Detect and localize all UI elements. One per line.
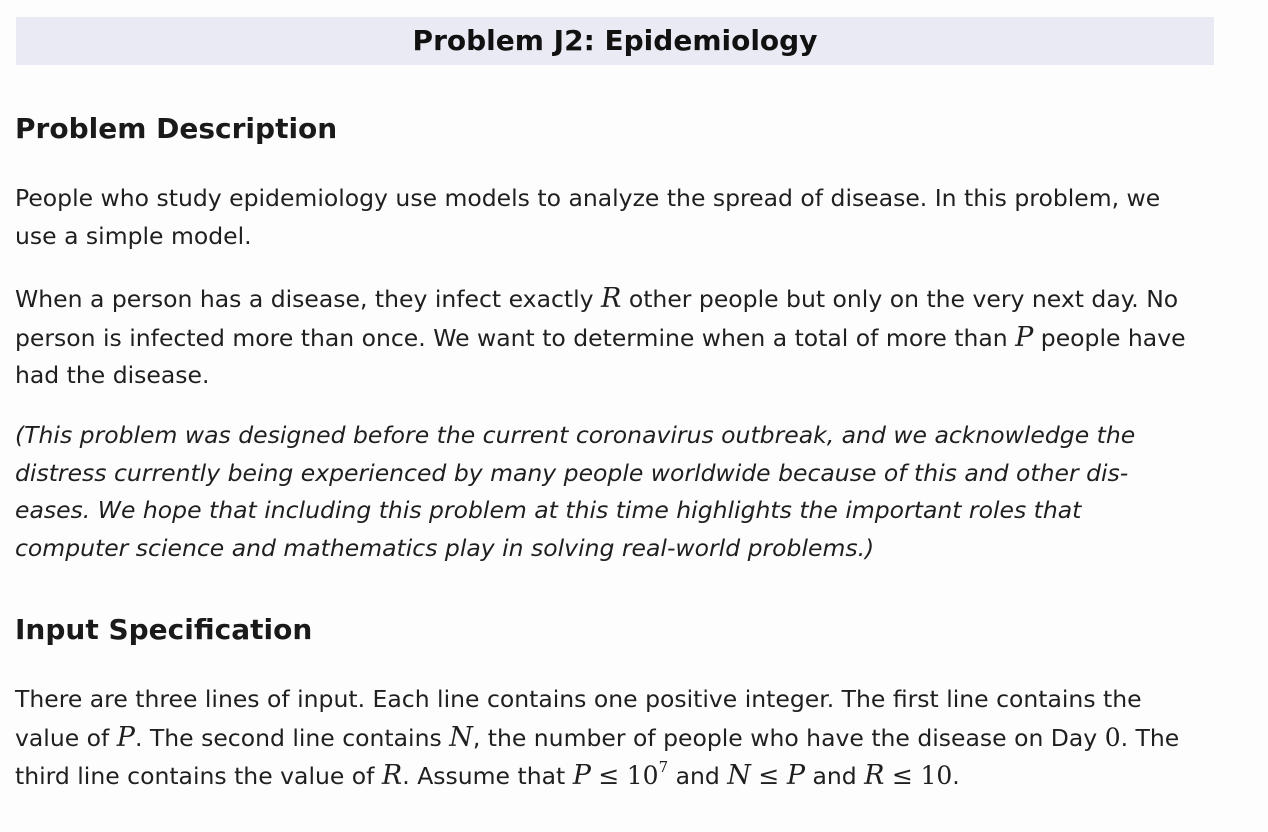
variable-r: R <box>601 283 622 314</box>
constraint-p-base: 10 <box>626 761 659 790</box>
variable-p: P <box>1015 321 1034 353</box>
constraint-p-exponent: 7 <box>658 758 669 776</box>
note-line-3: eases. We hope that including this probl… <box>15 496 1082 524</box>
text-segment: and <box>668 762 728 790</box>
description-paragraph-note: (This problem was designed before the cu… <box>15 417 1230 567</box>
variable-p: P <box>116 721 135 753</box>
text-segment: and <box>805 762 865 790</box>
input-paragraph: There are three lines of input. Each lin… <box>15 681 1195 796</box>
text-segment: . The third line contains the value of <box>15 723 1180 791</box>
number-zero: 0 <box>1104 722 1121 752</box>
note-line-4: computer science and mathematics play in… <box>15 533 875 562</box>
text-segment: When a person has a disease, they infect… <box>15 285 602 313</box>
constraint-r-lhs: R <box>864 760 885 791</box>
constraint-n-lhs: N <box>727 760 751 791</box>
text-segment: other people but only on the very next d… <box>15 285 1179 352</box>
text-segment: people have had the disease. <box>15 323 1186 390</box>
page-title: Problem J2: Epidemiology <box>16 17 1214 65</box>
input-specification-heading: Input Specification <box>15 613 313 646</box>
description-paragraph-1: People who study epidemiology use models… <box>15 184 1161 250</box>
description-paragraph-2: When a person has a disease, they infect… <box>15 280 1220 395</box>
note-line-2: distress currently being experienced by … <box>15 458 1129 487</box>
text-segment: . Assume that <box>402 762 573 790</box>
text-segment: , the number of people who have the dise… <box>472 723 1105 752</box>
text-segment: . <box>952 762 960 790</box>
leq-symbol: ≤ <box>598 761 620 790</box>
problem-description-heading: Problem Description <box>15 112 338 145</box>
leq-symbol: ≤ <box>758 761 780 790</box>
variable-n: N <box>449 721 473 753</box>
variable-r: R <box>381 760 403 791</box>
constraint-p-lhs: P <box>572 760 591 791</box>
text-segment: . The second line contains <box>134 723 450 752</box>
text-segment: There are three lines of input. Each lin… <box>15 685 1142 752</box>
note-line-1: (This problem was designed before the cu… <box>15 421 1136 449</box>
constraint-r-rhs: 10 <box>920 761 953 790</box>
constraint-n-rhs: P <box>786 760 806 791</box>
leq-symbol: ≤ <box>892 761 913 790</box>
